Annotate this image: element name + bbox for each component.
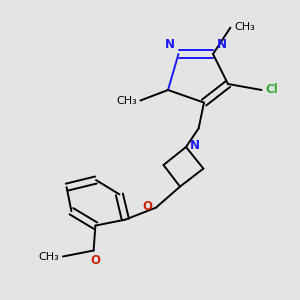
Text: CH₃: CH₃ bbox=[234, 22, 255, 32]
Text: CH₃: CH₃ bbox=[117, 95, 137, 106]
Text: O: O bbox=[142, 200, 152, 213]
Text: N: N bbox=[190, 139, 200, 152]
Text: Cl: Cl bbox=[265, 83, 278, 96]
Text: N: N bbox=[217, 38, 226, 51]
Text: CH₃: CH₃ bbox=[39, 251, 59, 262]
Text: N: N bbox=[165, 38, 175, 51]
Text: O: O bbox=[90, 254, 100, 266]
